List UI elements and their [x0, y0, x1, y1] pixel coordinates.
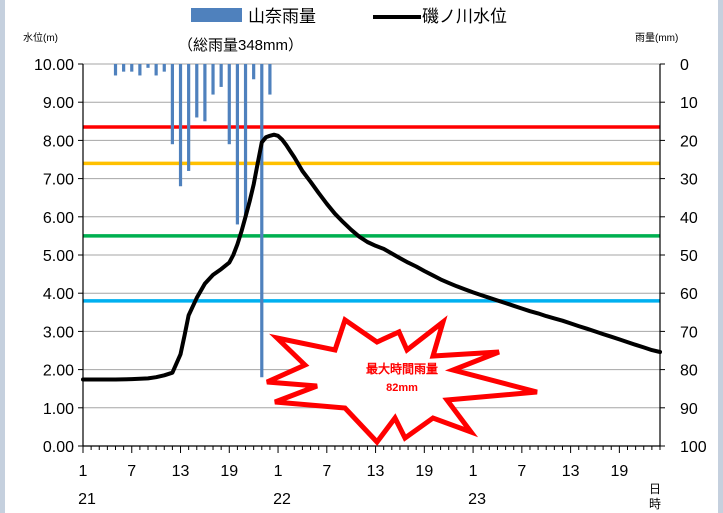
rain-bar: [227, 64, 231, 145]
right-tick-label: 100: [680, 439, 707, 456]
right-axis-title: 雨量(mm): [635, 32, 678, 44]
water-level-line: [81, 132, 662, 382]
annotation-value: 82mm: [386, 382, 418, 394]
x-hour-label: 13: [562, 463, 580, 480]
left-tick-label: 5.00: [43, 248, 74, 265]
x-hour-label: 19: [415, 463, 433, 480]
x-hour-label: 1: [79, 463, 88, 480]
water-level-series: [81, 132, 662, 382]
left-tick-label: 2.00: [43, 363, 74, 380]
right-tick-label: 20: [680, 133, 698, 150]
right-tick-label: 50: [680, 248, 698, 265]
right-tick-label: 30: [680, 172, 698, 189]
legend-rain-swatch: [191, 8, 242, 22]
left-tick-label: 9.00: [43, 95, 74, 112]
max-rain-annotation: 最大時間雨量 82mm: [265, 315, 538, 446]
x-hour-label: 13: [367, 463, 385, 480]
left-tick-label: 7.00: [43, 172, 74, 189]
left-tick-label: 8.00: [43, 133, 74, 150]
warning-lines: [83, 125, 660, 303]
legend-water-label: 磯ノ川水位: [422, 7, 507, 26]
rain-bar: [154, 64, 158, 76]
water-level-rainfall-chart: 0.00 1.00 2.00 3.00 4.00 5.00 6.00 7.00 8.00 9.00…: [23, 7, 707, 511]
rain-bar: [187, 64, 191, 171]
x-hour-label: 19: [610, 463, 628, 480]
right-tick-label: 0: [680, 57, 689, 74]
starburst-shape: [265, 315, 538, 446]
rain-bar: [268, 64, 272, 95]
rain-bar: [243, 64, 248, 217]
right-tick-label: 60: [680, 286, 698, 303]
axes: [78, 63, 665, 453]
rain-bar: [162, 64, 166, 72]
x-unit-label-hour: 時: [649, 497, 661, 511]
x-hour-label: 1: [274, 463, 283, 480]
right-tick-label: 90: [680, 401, 698, 418]
x-hour-label: 7: [127, 463, 136, 480]
rain-bar: [138, 64, 142, 76]
rain-bar: [122, 64, 126, 72]
right-tick-label: 70: [680, 324, 698, 341]
legend-rain-label: 山奈雨量: [248, 7, 316, 26]
x-unit-label-day: 日: [649, 482, 661, 496]
right-tick-label: 10: [680, 95, 698, 112]
left-tick-label: 3.00: [43, 324, 74, 341]
rain-bar: [252, 64, 256, 80]
rain-bar: [195, 64, 199, 118]
left-axis-title: 水位(m): [23, 31, 58, 44]
x-day-label: 21: [78, 491, 96, 508]
x-hour-label: 7: [322, 463, 331, 480]
left-tick-label: 4.00: [43, 286, 74, 303]
left-tick-label: 10.00: [34, 57, 74, 74]
x-hour-label: 13: [172, 463, 190, 480]
x-day-label: 23: [468, 491, 486, 508]
annotation-title: 最大時間雨量: [366, 361, 438, 376]
rain-bar: [178, 64, 183, 187]
rain-bar: [260, 64, 264, 378]
right-tick-label: 40: [680, 210, 698, 227]
rain-bar: [130, 64, 134, 72]
rain-bar: [113, 64, 118, 76]
rain-bar: [146, 64, 150, 68]
left-tick-label: 0.00: [43, 439, 74, 456]
left-tick-label: 6.00: [43, 210, 74, 227]
legend: 山奈雨量 （総雨量348mm） 磯ノ川水位: [178, 7, 507, 54]
right-tick-label: 80: [680, 363, 698, 380]
rain-bar: [235, 64, 240, 225]
rain-bars: [113, 64, 272, 378]
rain-bar: [211, 64, 215, 95]
legend-rain-total: （総雨量348mm）: [178, 37, 303, 54]
rain-bar: [219, 64, 223, 87]
tick-labels: 0.00 1.00 2.00 3.00 4.00 5.00 6.00 7.00 8.00 9.00…: [34, 57, 707, 508]
left-tick-label: 1.00: [43, 401, 74, 418]
x-day-label: 22: [273, 491, 291, 508]
rain-bar: [203, 64, 207, 122]
x-hour-label: 1: [469, 463, 478, 480]
x-hour-label: 7: [517, 463, 526, 480]
rain-bar: [170, 64, 174, 145]
x-hour-label: 19: [220, 463, 238, 480]
